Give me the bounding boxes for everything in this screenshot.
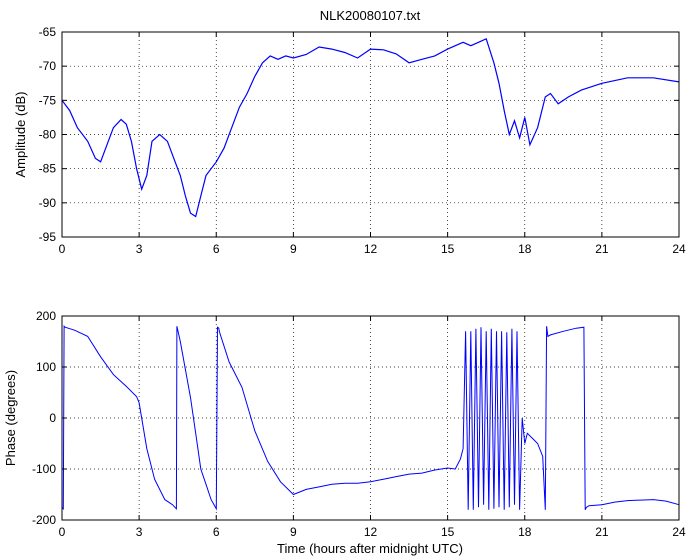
amplitude-x-tick-label: 3 [136, 242, 143, 256]
amplitude-x-tick-label: 24 [672, 242, 686, 256]
phase-x-ticks: 0 3 6 9 12 15 18 21 24 [59, 316, 686, 539]
amplitude-x-tick-label: 9 [290, 242, 297, 256]
amplitude-x-tick-label: 15 [441, 242, 455, 256]
phase-x-tick-label: 15 [441, 525, 455, 539]
phase-grid [62, 316, 679, 520]
figure-title: NLK20080107.txt [320, 8, 421, 23]
amplitude-y-ticks: -95 -90 -85 -80 -75 -70 -65 [39, 25, 679, 244]
phase-y-tick-label: -200 [32, 513, 56, 527]
phase-y-tick-label: 100 [36, 360, 56, 374]
amplitude-y-tick-label: -65 [39, 25, 57, 39]
amplitude-grid [62, 32, 679, 237]
amplitude-x-tick-label: 6 [213, 242, 220, 256]
amplitude-y-tick-label: -70 [39, 59, 57, 73]
phase-x-tick-label: 21 [595, 525, 609, 539]
amplitude-series-line [61, 37, 680, 218]
amplitude-x-ticks: 0 3 6 9 12 15 18 21 24 [59, 32, 686, 256]
amplitude-x-tick-label: 0 [59, 242, 66, 256]
amplitude-y-axis-label: Amplitude (dB) [13, 92, 28, 178]
phase-series-line [61, 324, 680, 511]
phase-x-tick-label: 3 [136, 525, 143, 539]
phase-y-axis-label: Phase (degrees) [3, 370, 18, 466]
amplitude-y-tick-label: -85 [39, 162, 57, 176]
phase-panel: 0 3 6 9 12 15 18 21 24 -200 -100 0 100 200 Time (hou… [3, 309, 686, 556]
amplitude-y-tick-label: -80 [39, 128, 57, 142]
amplitude-x-tick-label: 21 [595, 242, 609, 256]
amplitude-x-tick-label: 12 [364, 242, 378, 256]
phase-y-ticks: -200 -100 0 100 200 [32, 309, 679, 527]
phase-y-tick-label: -100 [32, 462, 56, 476]
phase-x-axis-label: Time (hours after midnight UTC) [277, 541, 463, 556]
amplitude-panel: 0 3 6 9 12 15 18 21 24 -95 -90 -85 -80 -75 -70 -65 Amp… [13, 25, 686, 256]
amplitude-y-tick-label: -95 [39, 230, 57, 244]
phase-x-tick-label: 18 [518, 525, 532, 539]
phase-y-tick-label: 200 [36, 309, 56, 323]
phase-x-tick-label: 0 [59, 525, 66, 539]
amplitude-x-tick-label: 18 [518, 242, 532, 256]
phase-x-tick-label: 24 [672, 525, 686, 539]
phase-y-tick-label: 0 [49, 411, 56, 425]
amplitude-y-tick-label: -90 [39, 196, 57, 210]
phase-x-tick-label: 9 [290, 525, 297, 539]
amplitude-y-tick-label: -75 [39, 93, 57, 107]
phase-x-tick-label: 12 [364, 525, 378, 539]
phase-x-tick-label: 6 [213, 525, 220, 539]
